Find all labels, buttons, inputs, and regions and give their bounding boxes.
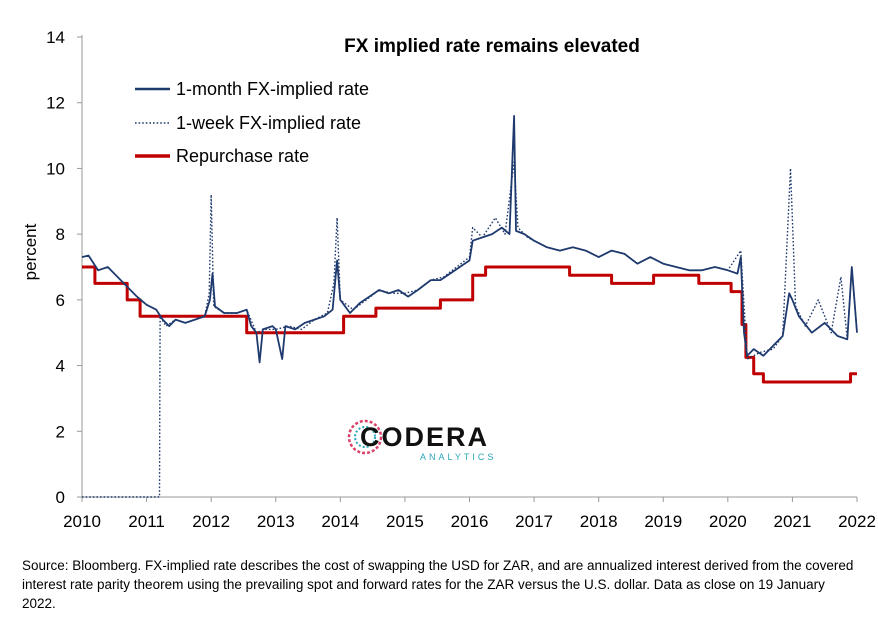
fx-implied-rate-chart: 0 2 4 6 8 10 12 14 2010 2011 2012 2013 2014 2015 2016 2… (21, 28, 876, 531)
y-tick-label: 0 (56, 488, 65, 507)
legend-label: Repurchase rate (176, 146, 309, 166)
x-tick-label: 2010 (63, 512, 101, 531)
y-tick-label: 12 (46, 94, 65, 113)
y-tick-label: 4 (56, 357, 65, 376)
x-tick-label: 2012 (192, 512, 230, 531)
x-tick-label: 2021 (774, 512, 812, 531)
x-tick-label: 2013 (257, 512, 295, 531)
codera-logo-mark (347, 419, 383, 455)
y-tick-label: 10 (46, 159, 65, 178)
x-tick-label: 2011 (128, 512, 165, 531)
x-tick-label: 2014 (321, 512, 359, 531)
codera-analytics-watermark: CODERA ANALYTICS (347, 419, 496, 462)
legend-label: 1-month FX-implied rate (176, 79, 369, 99)
source-note: Source: Bloomberg. FX-implied rate descr… (22, 558, 854, 611)
watermark-sub-text: ANALYTICS (420, 452, 496, 462)
y-axis-label: percent (21, 223, 40, 280)
x-tick-label: 2019 (644, 512, 682, 531)
legend-label: 1-week FX-implied rate (176, 113, 361, 133)
y-tick-label: 2 (56, 422, 65, 441)
series-line-repurchase-rate (82, 265, 857, 384)
x-tick-label: 2016 (451, 512, 489, 531)
series-line-1-month (81, 115, 858, 364)
y-tick-label: 6 (56, 291, 65, 310)
series-layer (81, 115, 858, 498)
chart-title: FX implied rate remains elevated (344, 36, 640, 57)
x-tick-label: 2018 (580, 512, 618, 531)
axes: 0 2 4 6 8 10 12 14 2010 2011 2012 2013 2014 2015 2016 2… (46, 28, 876, 531)
x-tick-label: 2017 (515, 512, 553, 531)
watermark-main-text: CODERA (360, 422, 489, 452)
y-tick-label: 14 (46, 28, 65, 47)
y-tick-label: 8 (56, 225, 65, 244)
codera-logo-inner-ring (354, 426, 376, 448)
legend: 1-month FX-implied rate 1-week FX-implied… (135, 79, 369, 166)
x-tick-label: 2022 (838, 512, 876, 531)
x-tick-label: 2020 (709, 512, 747, 531)
x-tick-label: 2015 (386, 512, 424, 531)
